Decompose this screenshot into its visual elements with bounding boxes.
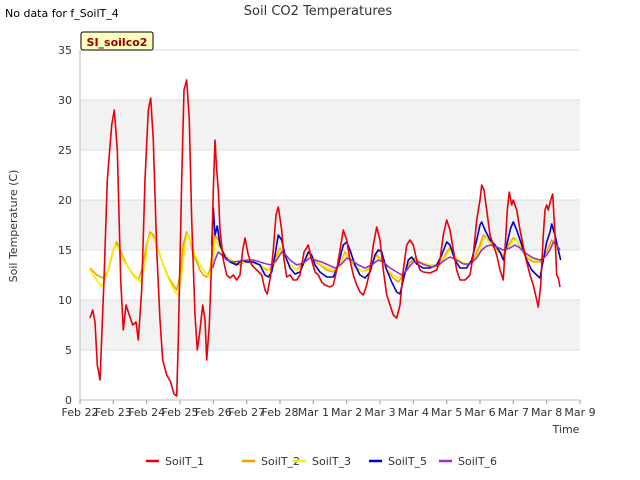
x-tick-label: Mar 7 bbox=[498, 406, 529, 419]
y-tick-label: 15 bbox=[58, 244, 72, 257]
plot-band bbox=[80, 100, 580, 150]
plot-band bbox=[80, 200, 580, 250]
x-tick-label: Feb 25 bbox=[162, 406, 199, 419]
axes bbox=[79, 50, 581, 404]
legend-item-soilt-1: SoilT_1 bbox=[146, 455, 204, 468]
x-tick-label: Mar 1 bbox=[298, 406, 329, 419]
x-tick-label: Mar 5 bbox=[431, 406, 462, 419]
y-tick-label: 10 bbox=[58, 294, 72, 307]
y-tick-label: 0 bbox=[65, 394, 72, 407]
y-tick-label: 20 bbox=[58, 194, 72, 207]
y-tick-label: 35 bbox=[58, 44, 72, 57]
x-tick-label: Mar 6 bbox=[464, 406, 495, 419]
legend-item-soilt-5: SoilT_5 bbox=[369, 455, 427, 468]
legend: SoilT_1 SoilT_2 SoilT_3 SoilT_5 SoilT_6 bbox=[146, 455, 497, 468]
chart-title: Soil CO2 Temperatures bbox=[244, 4, 393, 19]
y-tick-label: 25 bbox=[58, 144, 72, 157]
x-tick-label: Mar 2 bbox=[331, 406, 362, 419]
x-tick-label: Mar 4 bbox=[398, 406, 429, 419]
legend-label: SoilT_6 bbox=[458, 455, 497, 468]
x-axis-label: Time bbox=[552, 423, 580, 436]
site-badge: SI_soilco2 bbox=[80, 31, 154, 51]
x-tick-label: Mar 3 bbox=[364, 406, 395, 419]
legend-label: SoilT_1 bbox=[165, 455, 204, 468]
x-tick-label: Feb 24 bbox=[128, 406, 165, 419]
x-tick-label: Mar 8 bbox=[531, 406, 562, 419]
plot-bands bbox=[80, 100, 580, 350]
x-tick-label: Feb 26 bbox=[195, 406, 232, 419]
legend-item-soilt-2: SoilT_2 bbox=[242, 455, 300, 468]
x-tick-label: Mar 9 bbox=[564, 406, 595, 419]
y-tick-label: 5 bbox=[65, 344, 72, 357]
series-line-soilt-3 bbox=[89, 233, 559, 296]
no-data-note: No data for f_SoilT_4 bbox=[5, 7, 119, 20]
legend-label: SoilT_3 bbox=[312, 455, 351, 468]
legend-item-soilt-6: SoilT_6 bbox=[439, 455, 497, 468]
series-lines bbox=[89, 79, 562, 397]
plot-band bbox=[80, 300, 580, 350]
series-line-soilt-6 bbox=[211, 241, 561, 276]
legend-label: SoilT_2 bbox=[261, 455, 300, 468]
x-tick-label: Feb 28 bbox=[262, 406, 299, 419]
site-badge-label: SI_soilco2 bbox=[87, 36, 148, 49]
x-tick-label: Feb 27 bbox=[228, 406, 265, 419]
legend-item-soilt-3: SoilT_3 bbox=[293, 455, 351, 468]
y-tick-label: 30 bbox=[58, 94, 72, 107]
x-tick-label: Feb 23 bbox=[95, 406, 132, 419]
x-tick-label: Feb 22 bbox=[62, 406, 99, 419]
y-axis-label: Soil Temperature (C) bbox=[7, 170, 20, 283]
series-line-soilt-1 bbox=[89, 79, 561, 397]
legend-label: SoilT_5 bbox=[388, 455, 427, 468]
